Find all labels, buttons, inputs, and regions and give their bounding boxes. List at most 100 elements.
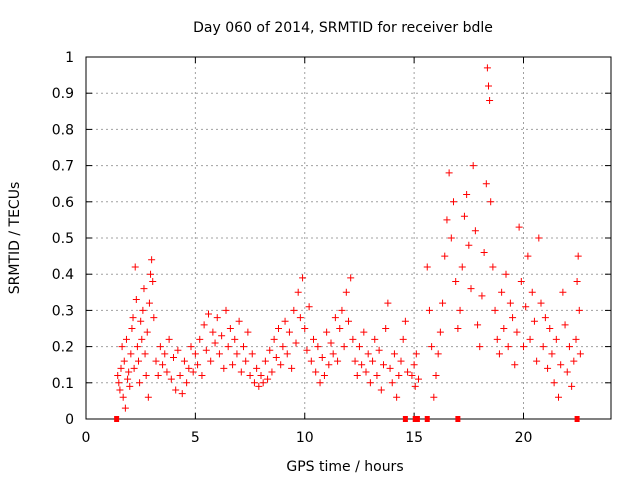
data-point <box>115 379 123 387</box>
data-point <box>189 368 197 376</box>
data-point <box>224 343 232 351</box>
data-point <box>226 325 234 332</box>
data-point <box>384 299 392 307</box>
data-point <box>548 350 556 358</box>
data-point <box>386 364 394 372</box>
data-point <box>340 343 348 351</box>
data-point <box>121 404 129 412</box>
data-point <box>127 350 135 358</box>
data-point <box>390 350 398 358</box>
data-point <box>137 317 145 325</box>
data-point <box>140 285 148 293</box>
data-point <box>307 357 315 365</box>
data-point <box>415 375 422 383</box>
data-point <box>125 368 133 376</box>
data-point <box>338 306 346 314</box>
data-point <box>537 299 545 307</box>
data-point <box>205 310 212 318</box>
data-point <box>314 343 322 351</box>
data-point <box>126 382 134 390</box>
data-point <box>498 288 506 296</box>
data-point <box>114 372 122 380</box>
data-point <box>474 321 482 329</box>
data-point <box>257 372 265 380</box>
data-point <box>220 364 228 372</box>
x-tick-label: 5 <box>191 430 200 446</box>
data-point <box>196 335 204 343</box>
data-point <box>555 393 562 401</box>
data-point <box>373 372 381 380</box>
data-point <box>259 379 267 387</box>
data-point <box>546 325 554 332</box>
data-point <box>229 361 237 369</box>
data-point <box>334 357 342 365</box>
data-point <box>517 277 525 285</box>
y-tick-label: 0.3 <box>52 303 74 319</box>
x-tick-label: 20 <box>515 430 533 446</box>
data-point <box>425 306 433 314</box>
data-point <box>483 64 491 72</box>
data-point <box>147 270 155 278</box>
data-point <box>476 343 484 351</box>
data-point <box>487 198 495 206</box>
y-tick-label: 0.4 <box>52 267 74 283</box>
data-point <box>360 328 368 336</box>
data-point <box>296 314 304 322</box>
data-point <box>141 350 149 358</box>
data-point <box>349 335 357 343</box>
data-point <box>439 299 447 307</box>
data-point <box>288 364 296 372</box>
data-point <box>575 306 583 314</box>
data-point <box>135 357 142 365</box>
data-point <box>275 325 282 332</box>
data-point <box>211 339 219 347</box>
data-point <box>285 328 293 336</box>
data-point <box>573 277 581 285</box>
data-point <box>430 393 438 401</box>
data-point <box>261 357 269 365</box>
data-point <box>524 252 532 260</box>
data-point <box>436 328 444 336</box>
data-point <box>500 325 508 332</box>
data-point <box>268 368 276 376</box>
data-point <box>358 361 366 369</box>
data-point <box>145 299 153 307</box>
tick-labels: 00.10.20.30.40.50.60.70.80.910 5 10 15 20 <box>52 50 533 446</box>
data-point <box>456 306 464 314</box>
data-point <box>310 335 317 343</box>
data-point <box>509 314 517 322</box>
data-point <box>377 386 385 394</box>
data-point <box>180 357 188 365</box>
data-point <box>132 296 140 304</box>
data-point <box>450 198 457 206</box>
data-point <box>316 379 324 387</box>
data-point <box>130 364 138 372</box>
data-point <box>478 292 486 300</box>
data-point <box>152 357 160 365</box>
data-point <box>187 343 195 351</box>
data-point <box>522 303 530 311</box>
zero-marker <box>414 416 420 422</box>
data-point <box>215 350 223 358</box>
data-point <box>485 82 492 90</box>
data-point <box>535 234 543 242</box>
data-point <box>318 353 326 361</box>
y-tick-label: 0.9 <box>52 86 74 102</box>
data-point <box>323 328 331 336</box>
data-point <box>369 357 377 365</box>
data-point <box>119 393 127 401</box>
data-point <box>149 277 157 285</box>
y-tick-label: 0 <box>65 412 74 428</box>
data-point <box>213 314 221 322</box>
data-point <box>329 350 337 358</box>
data-point <box>511 361 519 369</box>
data-point <box>411 382 419 390</box>
data-point <box>120 357 128 365</box>
data-point <box>242 357 250 365</box>
data-point <box>264 375 272 383</box>
data-point <box>528 288 536 296</box>
data-point <box>342 288 350 296</box>
data-point <box>325 361 333 369</box>
data-point <box>209 328 217 336</box>
data-point <box>502 270 510 278</box>
